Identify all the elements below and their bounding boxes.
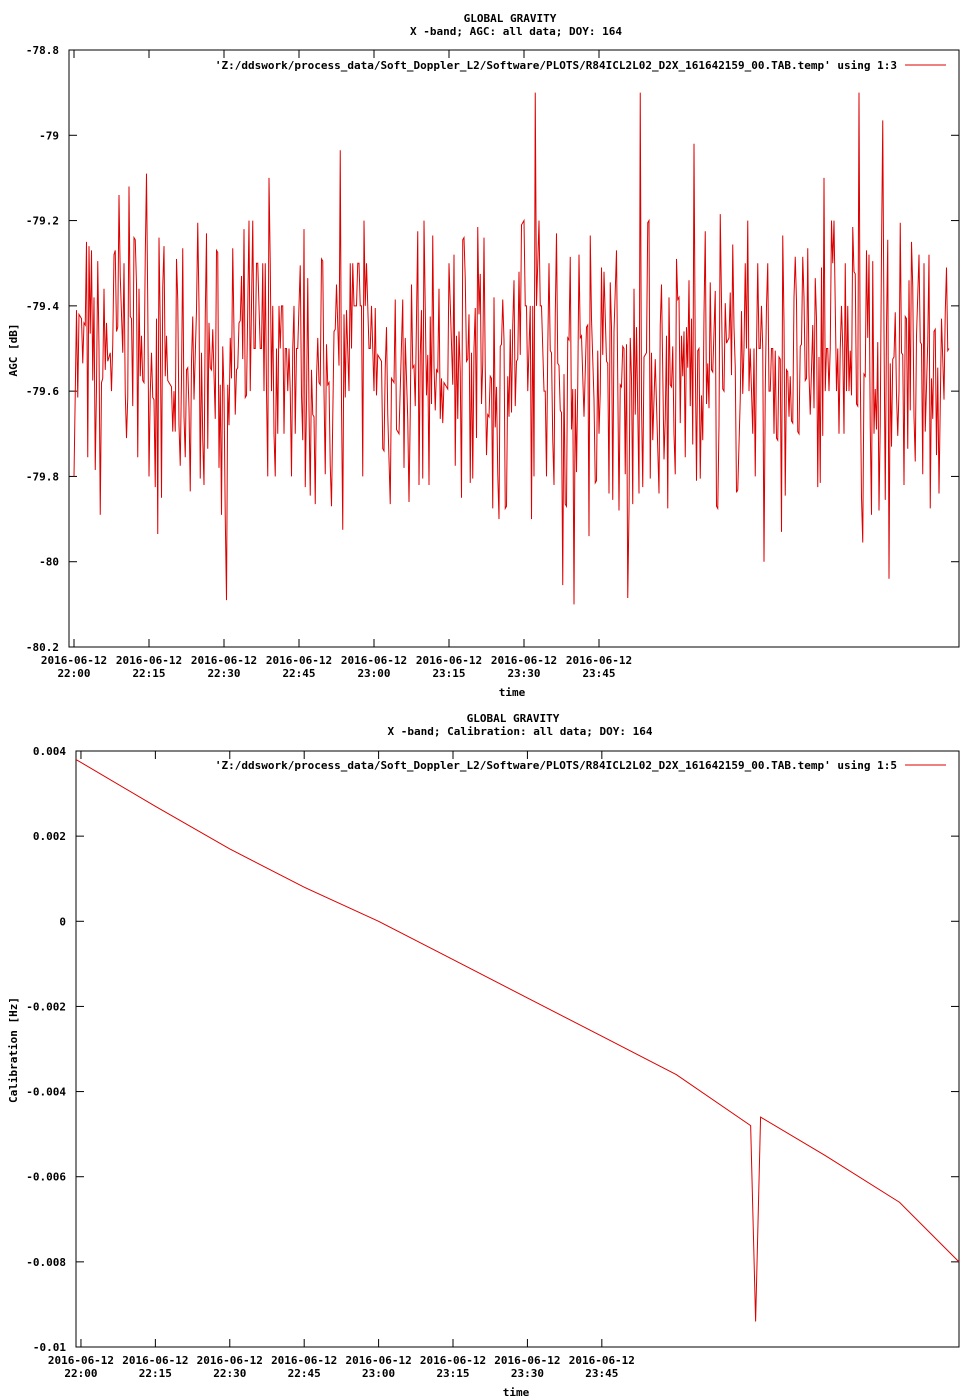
x-tick-time: 22:30 bbox=[213, 1367, 246, 1380]
agc-chart: GLOBAL GRAVITY X -band; AGC: all data; D… bbox=[7, 12, 960, 699]
x-tick-time: 22:30 bbox=[207, 667, 240, 680]
y-axis-label: Calibration [Hz] bbox=[7, 997, 20, 1103]
legend-label: 'Z:/ddswork/process_data/Soft_Doppler_L2… bbox=[215, 759, 897, 772]
series-line bbox=[75, 759, 960, 1322]
series bbox=[75, 759, 960, 1322]
y-tick-label: -79.2 bbox=[26, 215, 59, 228]
y-tick-label: -0.004 bbox=[26, 1086, 66, 1099]
x-tick-time: 22:45 bbox=[282, 667, 315, 680]
x-tick-time: 22:45 bbox=[288, 1367, 321, 1380]
x-tick-date: 2016-06-12 bbox=[266, 654, 332, 667]
x-axis-label: time bbox=[499, 686, 526, 699]
x-tick-time: 23:30 bbox=[511, 1367, 544, 1380]
x-ticks: 2016-06-1222:002016-06-1222:152016-06-12… bbox=[41, 50, 632, 680]
calibration-chart: GLOBAL GRAVITY X -band; Calibration: all… bbox=[7, 712, 960, 1399]
x-tick-time: 23:15 bbox=[432, 667, 465, 680]
x-tick-time: 22:15 bbox=[132, 667, 165, 680]
series bbox=[73, 92, 950, 605]
x-tick-time: 23:30 bbox=[507, 667, 540, 680]
x-tick-time: 23:15 bbox=[436, 1367, 469, 1380]
chart-subtitle: X -band; Calibration: all data; DOY: 164 bbox=[388, 725, 653, 738]
chart-subtitle: X -band; AGC: all data; DOY: 164 bbox=[410, 25, 622, 38]
x-tick-time: 23:00 bbox=[357, 667, 390, 680]
x-ticks: 2016-06-1222:002016-06-1222:152016-06-12… bbox=[48, 751, 635, 1380]
x-tick-time: 23:00 bbox=[362, 1367, 395, 1380]
x-tick-date: 2016-06-12 bbox=[197, 1354, 263, 1367]
x-tick-time: 22:15 bbox=[139, 1367, 172, 1380]
y-tick-label: 0 bbox=[59, 915, 66, 928]
chart-title: GLOBAL GRAVITY bbox=[464, 12, 557, 25]
y-tick-label: -80 bbox=[39, 556, 59, 569]
x-tick-time: 22:00 bbox=[64, 1367, 97, 1380]
x-tick-date: 2016-06-12 bbox=[491, 654, 557, 667]
x-tick-date: 2016-06-12 bbox=[420, 1354, 486, 1367]
y-tick-label: -78.8 bbox=[26, 44, 59, 57]
y-tick-label: -79.4 bbox=[26, 300, 59, 313]
x-tick-date: 2016-06-12 bbox=[41, 654, 107, 667]
x-axis-label: time bbox=[503, 1386, 530, 1399]
y-tick-label: -0.002 bbox=[26, 1000, 66, 1013]
x-tick-date: 2016-06-12 bbox=[341, 654, 407, 667]
x-tick-date: 2016-06-12 bbox=[494, 1354, 560, 1367]
chart-title: GLOBAL GRAVITY bbox=[467, 712, 560, 725]
y-tick-label: -79 bbox=[39, 129, 59, 142]
x-tick-date: 2016-06-12 bbox=[116, 654, 182, 667]
x-tick-date: 2016-06-12 bbox=[569, 1354, 635, 1367]
plot-frame bbox=[68, 49, 960, 648]
x-tick-date: 2016-06-12 bbox=[566, 654, 632, 667]
x-tick-time: 23:45 bbox=[582, 667, 615, 680]
x-tick-date: 2016-06-12 bbox=[271, 1354, 337, 1367]
y-ticks: 0.004 0.002 0 -0.002 -0.004 -0.006 -0.008 -0.01 bbox=[26, 745, 959, 1354]
x-tick-date: 2016-06-12 bbox=[345, 1354, 411, 1367]
series-line bbox=[73, 92, 950, 605]
x-tick-time: 22:00 bbox=[57, 667, 90, 680]
y-tick-label: -0.006 bbox=[26, 1171, 66, 1184]
y-tick-label: 0.002 bbox=[33, 830, 66, 843]
y-tick-label: -80.2 bbox=[26, 641, 59, 654]
y-tick-label: 0.004 bbox=[33, 745, 66, 758]
x-tick-date: 2016-06-12 bbox=[122, 1354, 188, 1367]
x-tick-time: 23:45 bbox=[585, 1367, 618, 1380]
y-tick-label: -79.8 bbox=[26, 470, 59, 483]
y-tick-label: -0.008 bbox=[26, 1256, 66, 1269]
legend-label: 'Z:/ddswork/process_data/Soft_Doppler_L2… bbox=[215, 59, 897, 72]
y-tick-label: -0.01 bbox=[33, 1341, 66, 1354]
x-tick-date: 2016-06-12 bbox=[48, 1354, 114, 1367]
y-tick-label: -79.6 bbox=[26, 385, 59, 398]
y-ticks: -78.8 -79 -79.2 -79.4 -79.6 -79.8 -80 -80.2 bbox=[26, 44, 959, 654]
y-axis-label: AGC [dB] bbox=[7, 324, 20, 377]
x-tick-date: 2016-06-12 bbox=[416, 654, 482, 667]
x-tick-date: 2016-06-12 bbox=[191, 654, 257, 667]
plot-frame bbox=[75, 750, 960, 1348]
